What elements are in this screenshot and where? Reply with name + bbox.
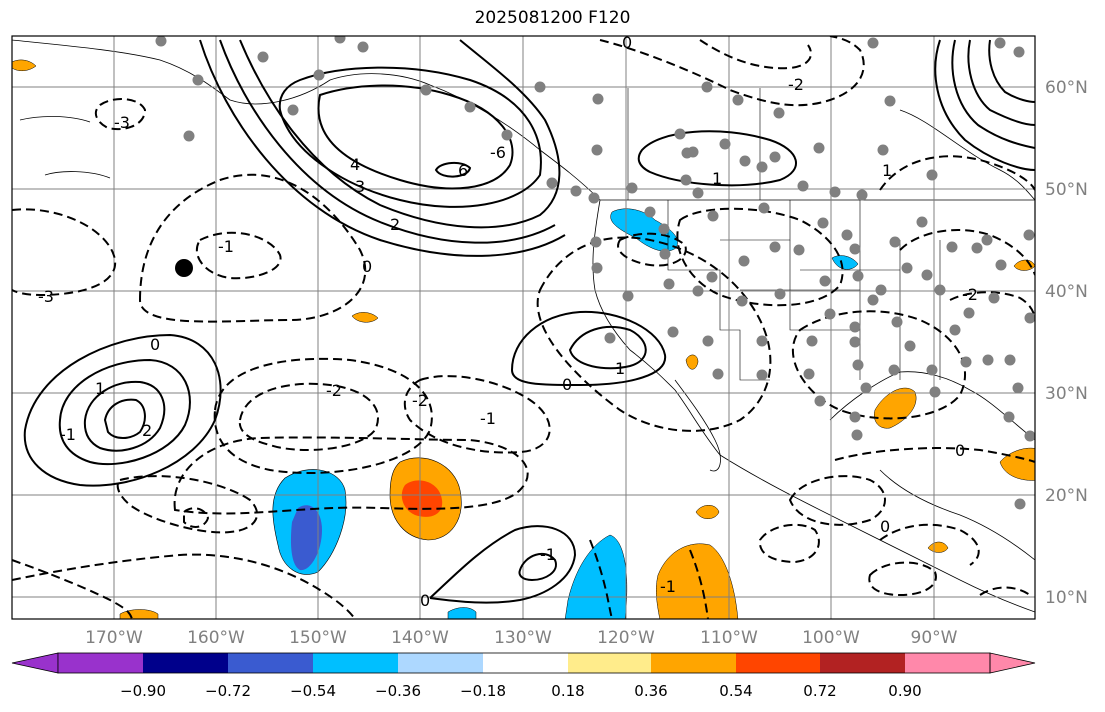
positive-contours — [23, 39, 1035, 604]
colorbar-min-extend — [11, 652, 59, 674]
colorbar-segment — [483, 653, 568, 673]
contour-label: 0 — [622, 33, 632, 52]
political-borders — [627, 88, 941, 381]
colorbar-tick-label: −0.72 — [205, 682, 251, 700]
shade-blue-plains — [831, 255, 859, 270]
contour-label: 1 — [882, 161, 892, 180]
lon-label: 130°W — [494, 628, 552, 648]
map-border — [11, 35, 1036, 620]
contour-label: -1 — [540, 545, 556, 564]
contour-label: -1 — [660, 577, 676, 596]
shade-orange-mexico — [685, 354, 699, 370]
colorbar-segment — [651, 653, 736, 673]
contour-label: -2 — [962, 285, 978, 304]
location-marker — [175, 259, 193, 277]
contour-label: -2 — [412, 391, 428, 410]
colorbar-segment — [58, 653, 143, 673]
colorbar-tick-label: 0.54 — [719, 682, 752, 700]
contour-label: -3 — [38, 287, 54, 306]
lat-label: 10°N — [1045, 588, 1088, 608]
latitude-labels: 60°N 50°N 40°N 30°N 20°N 10°N — [1045, 78, 1088, 608]
colorbar-segment — [820, 653, 905, 673]
lat-label: 30°N — [1045, 384, 1088, 404]
shade-darkblue-central-pacific — [290, 505, 322, 571]
colorbar-segment — [736, 653, 820, 673]
colorbar-tick-label: 0.18 — [551, 682, 584, 700]
colorbar-tick-label: 0.36 — [634, 682, 667, 700]
contour-label: -3 — [114, 113, 130, 132]
lon-label: 150°W — [289, 628, 347, 648]
lon-label: 110°W — [700, 628, 758, 648]
contour-label: 1 — [95, 379, 105, 398]
contour-label: 0 — [880, 517, 890, 536]
longitude-labels: 170°W 160°W 150°W 140°W 130°W 120°W 110°… — [85, 628, 958, 648]
contour-label: 4 — [350, 155, 360, 174]
contour-label: 0 — [420, 591, 430, 610]
colorbar — [11, 652, 1036, 674]
lon-label: 90°W — [911, 628, 958, 648]
contour-label: -2 — [788, 75, 804, 94]
contour-label: -2 — [326, 381, 342, 400]
shade-red-central-pacific — [401, 480, 443, 517]
colorbar-tick-label: −0.18 — [460, 682, 506, 700]
contour-label: 2 — [390, 215, 400, 234]
contour-label: 0 — [362, 257, 372, 276]
contour-label: 0 — [562, 375, 572, 394]
colorbar-tick-label: 0.90 — [888, 682, 921, 700]
contour-label: -1 — [480, 409, 496, 428]
lon-label: 120°W — [597, 628, 655, 648]
negative-contours — [12, 36, 1035, 619]
colorbar-segment — [905, 653, 990, 673]
colorbar-max-extend — [989, 652, 1036, 674]
lon-label: 100°W — [802, 628, 860, 648]
station-dots — [155, 36, 1035, 510]
colorbar-segment — [143, 653, 228, 673]
shade-orange-alaska — [12, 59, 37, 71]
colorbar-tick-label: −0.36 — [375, 682, 421, 700]
colorbar-tick-label: 0.72 — [803, 682, 836, 700]
colorbar-segment — [568, 653, 651, 673]
contour-label: -6 — [490, 143, 506, 162]
contour-label: 6 — [458, 161, 468, 180]
lat-label: 60°N — [1045, 78, 1088, 98]
lat-label: 20°N — [1045, 486, 1088, 506]
contour-label: -1 — [218, 237, 234, 256]
lon-label: 170°W — [85, 628, 143, 648]
colorbar-segment — [228, 653, 313, 673]
lon-label: 160°W — [187, 628, 245, 648]
contour-label: 1 — [712, 169, 722, 188]
contour-label-group: 0 -1 -2 -3 1 2 3 4 6 -6 -1 -2 -3 0 1 -1 … — [38, 33, 978, 610]
colorbar-segment — [398, 653, 483, 673]
contour-label: 2 — [142, 421, 152, 440]
shade-orange-sw-corner — [119, 609, 159, 619]
colorbar-tick-label: −0.90 — [120, 682, 166, 700]
shade-orange-small-2 — [695, 505, 720, 519]
lon-label: 140°W — [391, 628, 449, 648]
lat-label: 50°N — [1045, 180, 1088, 200]
shade-orange-small-1 — [351, 312, 379, 323]
contour-label: 3 — [355, 177, 365, 196]
contour-label: -1 — [60, 425, 76, 444]
colorbar-labels: −0.90 −0.72 −0.54 −0.36 −0.18 0.18 0.36 … — [120, 682, 922, 700]
lat-label: 40°N — [1045, 282, 1088, 302]
contour-label: 0 — [955, 441, 965, 460]
map-title: 2025081200 F120 — [474, 8, 631, 28]
colorbar-border — [57, 652, 991, 674]
colorbar-tick-label: −0.54 — [290, 682, 336, 700]
contour-label: 1 — [615, 359, 625, 378]
colorbar-segment — [313, 653, 398, 673]
contour-label: 0 — [150, 335, 160, 354]
